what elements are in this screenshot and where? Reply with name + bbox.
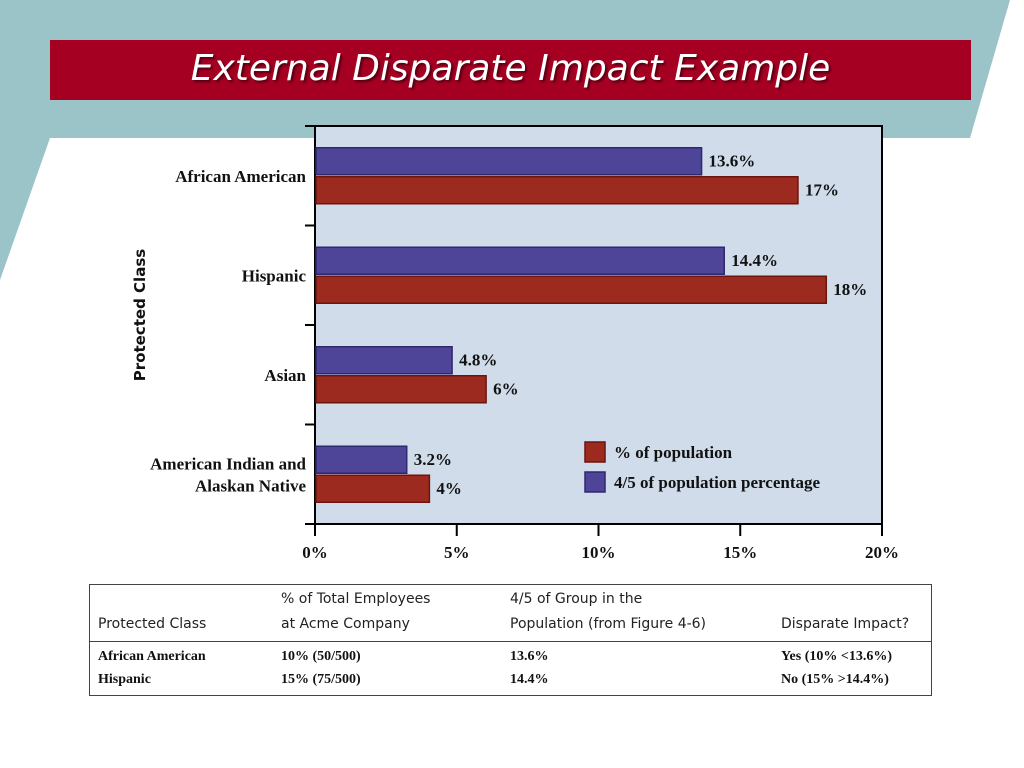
header-four-fifths-line1: 4/5 of Group in the — [510, 591, 643, 607]
legend-swatch — [584, 471, 606, 493]
header-pct-employees-line1: % of Total Employees — [281, 591, 431, 607]
x-tick-label: 15% — [723, 543, 757, 562]
slide-title: External Disparate Impact Example — [190, 48, 831, 89]
x-tick-label: 10% — [582, 543, 616, 562]
data-label: 13.6% — [709, 151, 756, 170]
bar-four-fifths — [315, 346, 453, 375]
y-axis-title: Protected Class — [131, 249, 149, 381]
header-protected-class: Protected Class — [98, 616, 207, 632]
row-african-american-impact: Yes (10% <13.6%) — [781, 649, 893, 664]
row-african-american-class: African American — [98, 649, 206, 664]
legend-swatch — [584, 441, 606, 463]
legend-label: % of population — [614, 443, 733, 462]
bar-population — [315, 474, 431, 503]
row-hispanic-impact: No (15% >14.4%) — [781, 672, 889, 687]
category-label: American Indian and — [150, 454, 306, 473]
category-label: Hispanic — [242, 266, 307, 285]
data-label: 14.4% — [731, 251, 778, 270]
header-four-fifths-line2: Population (from Figure 4-6) — [510, 616, 707, 632]
x-tick-label: 20% — [865, 543, 899, 562]
row-african-american-four-fifths: 13.6% — [510, 649, 549, 664]
header-pct-employees-line2: at Acme Company — [281, 616, 410, 632]
row-hispanic-employees: 15% (75/500) — [281, 672, 361, 687]
bar-four-fifths — [315, 246, 725, 275]
data-label: 4.8% — [459, 350, 497, 369]
data-label: 17% — [805, 180, 839, 199]
title-bar: External Disparate Impact Example — [50, 40, 971, 100]
legend-label: 4/5 of population percentage — [614, 473, 821, 492]
x-tick-label: 0% — [302, 543, 328, 562]
header-disparate-impact: Disparate Impact? — [781, 616, 910, 632]
row-hispanic-class: Hispanic — [98, 672, 151, 687]
bar-chart: 13.6% 17% 14.4% 18% 4.8% 6% 3.2% 4% African Ame… — [131, 125, 899, 562]
header-divider — [90, 641, 931, 642]
bar-four-fifths — [315, 445, 408, 474]
bar-population — [315, 275, 828, 304]
category-label: African American — [175, 167, 306, 186]
category-label: Alaskan Native — [195, 476, 306, 495]
data-label: 18% — [833, 280, 867, 299]
bar-population — [315, 375, 487, 404]
bar-population — [315, 176, 799, 205]
x-tick-label: 5% — [444, 543, 470, 562]
disparate-impact-table: % of Total Employees 4/5 of Group in the… — [89, 584, 932, 696]
data-label: 4% — [436, 479, 462, 498]
bar-four-fifths — [315, 147, 703, 176]
data-label: 3.2% — [414, 450, 452, 469]
category-label: Asian — [264, 366, 306, 385]
data-label: 6% — [493, 379, 518, 398]
row-african-american-employees: 10% (50/500) — [281, 649, 361, 664]
row-hispanic-four-fifths: 14.4% — [510, 672, 549, 687]
